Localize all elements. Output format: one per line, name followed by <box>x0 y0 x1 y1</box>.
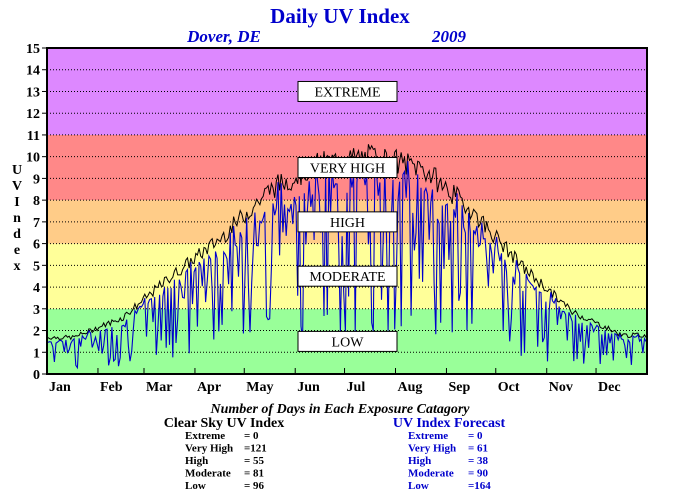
y-label-char: d <box>13 227 21 242</box>
y-label-char: n <box>13 211 21 226</box>
y-label-char: e <box>14 243 20 258</box>
x-tick-label: Oct <box>498 380 520 395</box>
x-axis-ticks: Jan Feb Mar Apr May Jun Jul Aug Sep Oct Nov Dec <box>49 368 621 395</box>
x-tick-label: Jan <box>49 380 71 395</box>
clear_sky-label: High <box>185 455 208 467</box>
x-tick-label: Jun <box>297 380 320 395</box>
band-label: EXTREME <box>314 85 380 100</box>
y-tick-label: 6 <box>33 238 40 253</box>
forecast-value: = 61 <box>468 443 488 455</box>
y-tick-label: 1 <box>33 346 40 361</box>
band-label-box <box>297 211 398 233</box>
clear_sky-value: = 0 <box>244 430 259 442</box>
series-forecast-line <box>47 160 647 370</box>
x-tick-label: Nov <box>549 380 573 395</box>
forecast-value: = 38 <box>468 455 489 467</box>
forecast-value: =164 <box>468 480 491 492</box>
band-label: LOW <box>332 335 365 350</box>
band-labels: LOW MODERATE HIGH VERY HIGH EXTREME <box>297 80 398 352</box>
clear_sky-value: = 55 <box>244 455 265 467</box>
x-tick-label: Feb <box>100 380 123 395</box>
y-tick-label: 10 <box>26 151 40 166</box>
band-label: MODERATE <box>309 270 385 285</box>
band-label-box <box>297 265 398 287</box>
y-tick-label: 13 <box>26 85 40 100</box>
band-label-box <box>297 80 398 102</box>
y-label-char: I <box>14 195 19 210</box>
clear_sky-value: =121 <box>244 443 267 455</box>
forecast-label: Extreme <box>408 430 448 442</box>
y-tick-label: 14 <box>26 64 40 79</box>
y-tick-label: 11 <box>27 129 40 144</box>
y-tick-label: 5 <box>33 259 40 274</box>
x-tick-label: Mar <box>146 380 172 395</box>
forecast-label: Moderate <box>408 468 454 480</box>
y-label-char: x <box>14 259 21 274</box>
clear_sky-value: = 96 <box>244 480 265 492</box>
chart-year: 2009 <box>431 27 467 46</box>
x-tick-label: Dec <box>598 380 621 395</box>
y-label-char: U <box>12 163 22 178</box>
band-label-box <box>297 330 398 352</box>
clear_sky-label: Moderate <box>185 468 231 480</box>
y-tick-label: 8 <box>33 194 40 209</box>
y-tick-label: 4 <box>33 281 40 296</box>
chart-title: Daily UV Index <box>270 4 410 28</box>
x-tick-label: Aug <box>397 380 422 395</box>
x-tick-label: Sep <box>448 380 470 395</box>
y-label-char: V <box>12 179 22 194</box>
y-tick-label: 2 <box>33 325 40 340</box>
x-tick-label: Jul <box>347 380 366 395</box>
clear_sky-label: Low <box>185 480 206 492</box>
band-label-box <box>297 157 398 179</box>
y-tick-label: 12 <box>26 107 40 122</box>
clear-sky-heading: Clear Sky UV Index <box>164 416 284 431</box>
chart-location: Dover, DE <box>186 27 261 46</box>
clear_sky-value: = 81 <box>244 468 264 480</box>
y-tick-label: 15 <box>26 42 40 57</box>
y-tick-label: 3 <box>33 303 40 318</box>
clear_sky-label: Very High <box>185 443 233 455</box>
x-tick-label: May <box>246 380 273 395</box>
band-label: VERY HIGH <box>310 162 385 177</box>
x-tick-label: Apr <box>197 380 221 395</box>
forecast-label: High <box>408 455 431 467</box>
summary-title: Number of Days in Each Exposure Catagory <box>209 402 470 417</box>
forecast-label: Low <box>408 480 429 492</box>
forecast-value: = 90 <box>468 468 489 480</box>
y-tick-label: 7 <box>33 216 40 231</box>
band-label: HIGH <box>330 216 365 231</box>
forecast-heading: UV Index Forecast <box>393 416 506 431</box>
forecast-value: = 0 <box>468 430 483 442</box>
plot-frame <box>46 47 648 375</box>
clear_sky-label: Extreme <box>185 430 225 442</box>
forecast-label: Very High <box>408 443 456 455</box>
exposure-stats: Extreme = 0 Very High =121 High = 55 Moderate =… <box>185 430 491 492</box>
y-tick-label: 0 <box>33 368 40 383</box>
y-tick-label: 9 <box>33 172 40 187</box>
